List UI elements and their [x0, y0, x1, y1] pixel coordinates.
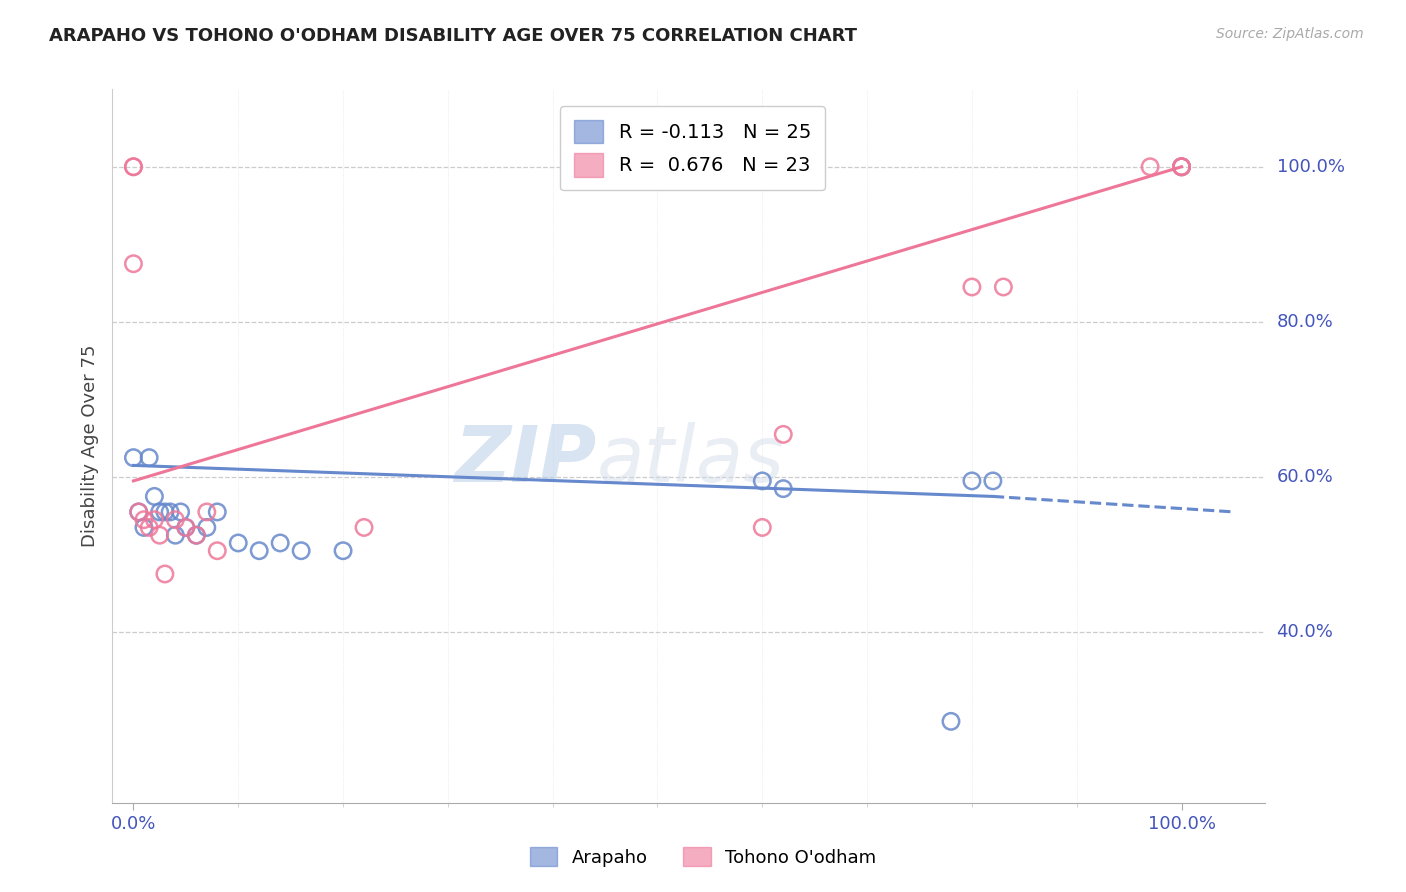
Point	[165, 513, 187, 527]
Point	[138, 520, 160, 534]
Point	[138, 450, 160, 465]
Point	[195, 505, 218, 519]
Point	[122, 257, 145, 271]
Point	[186, 528, 208, 542]
Point	[1170, 160, 1192, 174]
Point	[169, 505, 191, 519]
Point	[207, 505, 229, 519]
Point	[122, 160, 145, 174]
Point	[226, 536, 249, 550]
Point	[122, 160, 145, 174]
Text: 80.0%: 80.0%	[1277, 313, 1333, 331]
Legend: R = -0.113   N = 25, R =  0.676   N = 23: R = -0.113 N = 25, R = 0.676 N = 23	[561, 106, 825, 191]
Point	[993, 280, 1015, 294]
Point	[165, 528, 187, 542]
Point	[159, 505, 181, 519]
Point	[143, 490, 166, 504]
Point	[174, 520, 197, 534]
Point	[751, 474, 773, 488]
Text: atlas: atlas	[596, 422, 785, 499]
Legend: Arapaho, Tohono O'odham: Arapaho, Tohono O'odham	[523, 840, 883, 874]
Point	[332, 543, 354, 558]
Point	[128, 505, 150, 519]
Point	[981, 474, 1004, 488]
Point	[207, 543, 229, 558]
Text: 60.0%: 60.0%	[1277, 468, 1333, 486]
Point	[290, 543, 312, 558]
Point	[1170, 160, 1192, 174]
Point	[143, 513, 166, 527]
Point	[960, 280, 983, 294]
Point	[1139, 160, 1161, 174]
Point	[939, 714, 962, 729]
Point	[153, 505, 176, 519]
Point	[153, 566, 176, 581]
Point	[122, 450, 145, 465]
Point	[353, 520, 375, 534]
Point	[269, 536, 291, 550]
Point	[174, 520, 197, 534]
Point	[1170, 160, 1192, 174]
Y-axis label: Disability Age Over 75: Disability Age Over 75	[80, 344, 98, 548]
Point	[772, 427, 794, 442]
Point	[149, 505, 172, 519]
Point	[247, 543, 270, 558]
Point	[195, 520, 218, 534]
Point	[1170, 160, 1192, 174]
Text: Source: ZipAtlas.com: Source: ZipAtlas.com	[1216, 27, 1364, 41]
Point	[772, 482, 794, 496]
Text: ARAPAHO VS TOHONO O'ODHAM DISABILITY AGE OVER 75 CORRELATION CHART: ARAPAHO VS TOHONO O'ODHAM DISABILITY AGE…	[49, 27, 858, 45]
Point	[960, 474, 983, 488]
Text: ZIP: ZIP	[454, 422, 596, 499]
Point	[751, 520, 773, 534]
Text: 40.0%: 40.0%	[1277, 624, 1333, 641]
Point	[186, 528, 208, 542]
Point	[132, 520, 155, 534]
Point	[149, 528, 172, 542]
Text: 100.0%: 100.0%	[1277, 158, 1344, 176]
Point	[128, 505, 150, 519]
Point	[132, 513, 155, 527]
